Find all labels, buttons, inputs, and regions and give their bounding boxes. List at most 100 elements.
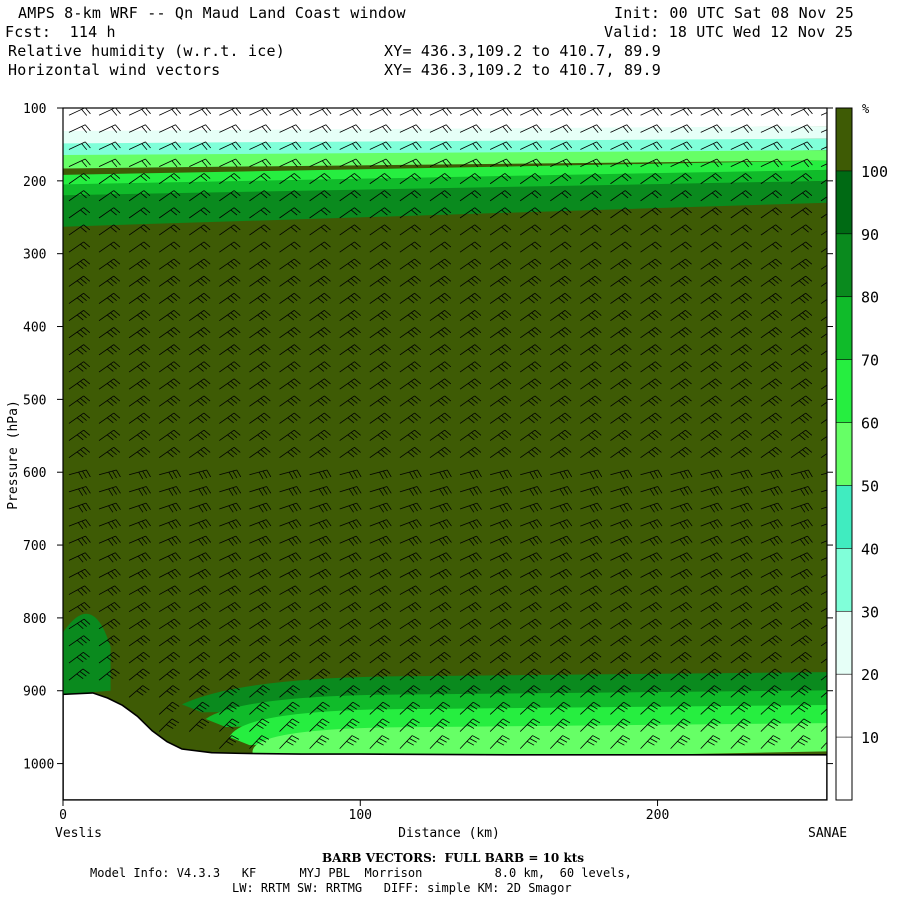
wind-barb bbox=[519, 429, 542, 441]
wind-barb bbox=[730, 535, 753, 546]
wind-barb bbox=[459, 718, 480, 732]
wind-barb bbox=[128, 141, 151, 150]
wind-barb bbox=[519, 207, 542, 219]
wind-barb bbox=[369, 158, 392, 168]
wind-barb bbox=[580, 552, 603, 563]
wind-barb bbox=[670, 469, 693, 480]
wind-barb bbox=[249, 668, 271, 681]
wind-barb bbox=[249, 535, 272, 546]
wind-barb bbox=[279, 552, 302, 563]
wind-barb bbox=[670, 395, 692, 407]
wind-barb bbox=[219, 275, 241, 287]
wind-barb bbox=[700, 124, 723, 133]
wind-barb bbox=[459, 344, 482, 356]
wind-barb bbox=[369, 207, 391, 219]
wind-barb bbox=[670, 310, 692, 322]
wind-barb bbox=[159, 502, 182, 513]
wind-barb bbox=[700, 141, 723, 150]
wind-barb bbox=[159, 552, 181, 563]
wind-barb bbox=[459, 568, 482, 580]
wind-barb bbox=[339, 651, 361, 664]
colorbar-level-label: 30 bbox=[861, 603, 879, 621]
wind-barb bbox=[399, 173, 422, 185]
wind-barb bbox=[158, 361, 181, 373]
wind-barb bbox=[98, 502, 121, 513]
wind-barb bbox=[580, 651, 602, 664]
wind-barb bbox=[219, 310, 241, 322]
wind-barb bbox=[760, 124, 783, 133]
wind-barb bbox=[339, 535, 362, 546]
terrain-surface bbox=[63, 692, 827, 800]
wind-barb bbox=[640, 327, 662, 339]
wind-barb bbox=[249, 429, 271, 441]
wind-barb bbox=[700, 618, 723, 630]
wind-barb bbox=[610, 446, 632, 458]
wind-barb bbox=[158, 412, 181, 424]
cross-section-xy-1: XY= 436.3,109.2 to 410.7, 89.9 bbox=[384, 42, 661, 60]
wind-barb bbox=[790, 108, 813, 116]
wind-barb bbox=[790, 141, 813, 150]
wind-barb bbox=[550, 685, 571, 698]
wind-barb bbox=[580, 735, 600, 749]
wind-barb bbox=[68, 618, 91, 630]
wind-barb bbox=[700, 718, 721, 732]
wind-barb bbox=[189, 395, 211, 407]
wind-barb bbox=[640, 718, 661, 732]
wind-barb bbox=[790, 258, 813, 270]
wind-barb bbox=[489, 685, 511, 698]
plot-frame bbox=[62, 107, 828, 801]
wind-barb bbox=[610, 635, 632, 647]
wind-barb bbox=[68, 108, 91, 116]
wind-barb bbox=[730, 173, 752, 185]
wind-barb bbox=[339, 685, 361, 698]
wind-barb bbox=[489, 224, 512, 236]
wind-barb bbox=[369, 310, 391, 322]
wind-barb bbox=[519, 327, 542, 339]
wind-barb bbox=[279, 158, 302, 168]
wind-barb bbox=[760, 552, 783, 563]
wind-barb bbox=[459, 602, 482, 613]
wind-barb bbox=[459, 275, 482, 287]
wind-barb bbox=[98, 429, 121, 441]
wind-barb bbox=[519, 395, 542, 407]
wind-barb bbox=[760, 718, 781, 732]
wind-barb bbox=[369, 429, 391, 441]
wind-barb bbox=[700, 568, 723, 580]
wind-barb bbox=[640, 585, 663, 596]
wind-barb bbox=[219, 395, 241, 407]
wind-barb bbox=[128, 429, 151, 441]
wind-barb bbox=[640, 258, 662, 270]
y-tick-label: 700 bbox=[23, 539, 46, 554]
wind-barb bbox=[550, 469, 573, 480]
colorbar-level-label: 60 bbox=[861, 415, 879, 433]
wind-barb bbox=[519, 412, 542, 424]
wind-barb bbox=[610, 258, 632, 270]
wind-barb bbox=[68, 378, 91, 390]
wind-barb bbox=[219, 190, 241, 202]
wind-barb bbox=[219, 685, 240, 698]
wind-barb bbox=[98, 344, 121, 356]
rh-band-upper bbox=[63, 126, 827, 147]
wind-barb bbox=[489, 735, 510, 749]
wind-barb bbox=[760, 519, 783, 530]
wind-barb bbox=[399, 158, 422, 168]
wind-barb bbox=[820, 163, 827, 168]
wind-barb bbox=[550, 651, 572, 664]
wind-barb bbox=[128, 486, 151, 496]
wind-barb bbox=[339, 224, 361, 236]
wind-barb bbox=[640, 241, 662, 253]
wind-barb bbox=[790, 190, 813, 202]
wind-barb bbox=[158, 327, 181, 339]
wind-barb bbox=[580, 502, 603, 513]
wind-barb bbox=[158, 173, 181, 185]
wind-barb bbox=[309, 469, 332, 480]
wind-barb bbox=[519, 668, 541, 681]
wind-barb bbox=[520, 602, 542, 613]
wind-barb bbox=[459, 327, 482, 339]
wind-barb bbox=[189, 173, 211, 185]
wind-barb bbox=[189, 651, 211, 664]
wind-barb bbox=[580, 519, 603, 530]
wind-barb bbox=[670, 207, 692, 219]
wind-barb bbox=[760, 241, 783, 253]
wind-barb bbox=[640, 173, 662, 185]
